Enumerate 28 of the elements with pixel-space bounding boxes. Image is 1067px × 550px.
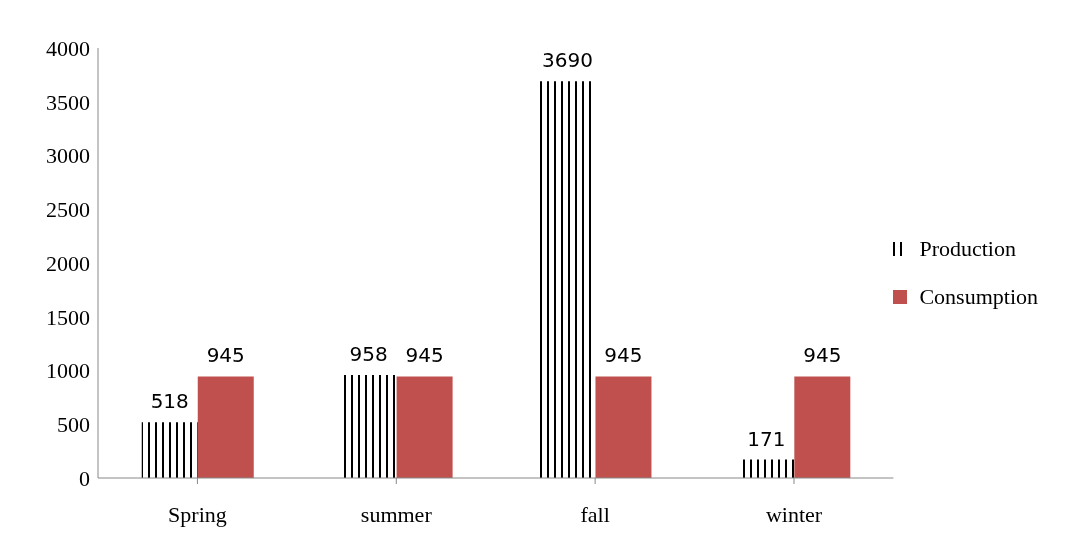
data-label: 945 xyxy=(206,343,245,368)
data-label: 171 xyxy=(747,426,786,451)
bar xyxy=(794,376,851,478)
legend-label: Consumption xyxy=(919,284,1038,310)
y-tick-label: 2000 xyxy=(46,250,90,276)
y-tick-label: 1500 xyxy=(46,304,90,330)
y-tick-label: 2500 xyxy=(46,197,90,223)
data-label: 945 xyxy=(604,343,643,368)
x-tick-label: summer xyxy=(360,501,433,527)
y-tick-label: 500 xyxy=(57,412,90,438)
bar xyxy=(595,376,652,478)
y-tick-label: 3500 xyxy=(46,89,90,115)
x-tick-label: Spring xyxy=(168,501,227,527)
legend-label: Production xyxy=(919,236,1016,262)
x-tick-label: winter xyxy=(765,501,823,527)
data-label: 945 xyxy=(405,343,444,368)
y-tick-label: 3000 xyxy=(46,143,90,169)
data-label: 945 xyxy=(803,343,842,368)
y-tick-label: 4000 xyxy=(46,35,90,61)
x-tick-label: fall xyxy=(580,501,610,527)
y-tick-label: 1000 xyxy=(46,358,90,384)
bar xyxy=(396,376,453,478)
data-label: 958 xyxy=(349,342,388,367)
data-label: 518 xyxy=(150,389,189,414)
bar xyxy=(141,422,198,478)
data-label: 3690 xyxy=(542,48,593,73)
y-tick-label: 0 xyxy=(79,465,90,491)
bar xyxy=(197,376,254,478)
